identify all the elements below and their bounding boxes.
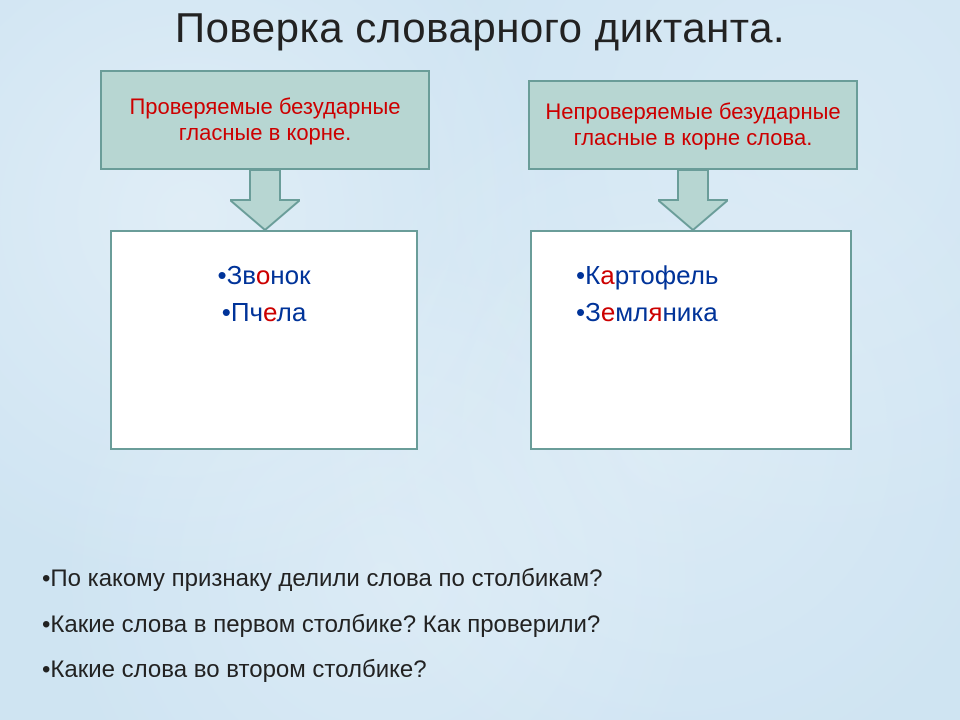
arrow-down-icon [230, 170, 300, 230]
question-text: Какие слова во втором столбике? [50, 656, 426, 683]
word-part: Зв [227, 260, 256, 290]
header-right-text: Непроверяемые безударные гласные в корне… [540, 99, 846, 152]
question-text: Какие слова в первом столбике? Как прове… [50, 611, 600, 638]
question-line: •По какому признаку делили слова по стол… [42, 556, 603, 602]
arrow-shape [658, 170, 728, 230]
question-line: •Какие слова во втором столбике? [42, 647, 603, 693]
header-box-left: Проверяемые безударные гласные в корне. [100, 70, 430, 170]
word-box-left: •Звонок •Пчела [110, 230, 418, 450]
list-item: •Звонок [124, 260, 404, 291]
word-highlight: е [263, 297, 277, 327]
word-highlight: а [600, 260, 614, 290]
bullet-icon: • [217, 260, 226, 290]
bullet-icon: • [576, 260, 585, 290]
arrow-shape [230, 170, 300, 230]
list-item: •Земляника [576, 297, 838, 328]
word-part: ртофель [615, 260, 719, 290]
word-part: З [585, 297, 601, 327]
word-part: нок [270, 260, 310, 290]
word-box-right: •Картофель •Земляника [530, 230, 852, 450]
bullet-icon: • [222, 297, 231, 327]
word-part: Пч [231, 297, 263, 327]
slide: Поверка словарного диктанта. Проверяемые… [0, 0, 960, 720]
word-highlight: я [648, 297, 662, 327]
list-item: •Картофель [576, 260, 838, 291]
page-title: Поверка словарного диктанта. [0, 4, 960, 52]
question-line: •Какие слова в первом столбике? Как пров… [42, 602, 603, 648]
word-part: ла [277, 297, 307, 327]
arrow-down-icon [658, 170, 728, 230]
questions-block: •По какому признаку делили слова по стол… [42, 556, 603, 693]
word-part: ника [662, 297, 717, 327]
header-left-text: Проверяемые безударные гласные в корне. [112, 94, 418, 147]
word-highlight: е [601, 297, 615, 327]
word-highlight: о [256, 260, 270, 290]
word-part: К [585, 260, 600, 290]
question-text: По какому признаку делили слова по столб… [50, 565, 602, 592]
bullet-icon: • [576, 297, 585, 327]
word-part: мл [615, 297, 648, 327]
list-item: •Пчела [124, 297, 404, 328]
header-box-right: Непроверяемые безударные гласные в корне… [528, 80, 858, 170]
